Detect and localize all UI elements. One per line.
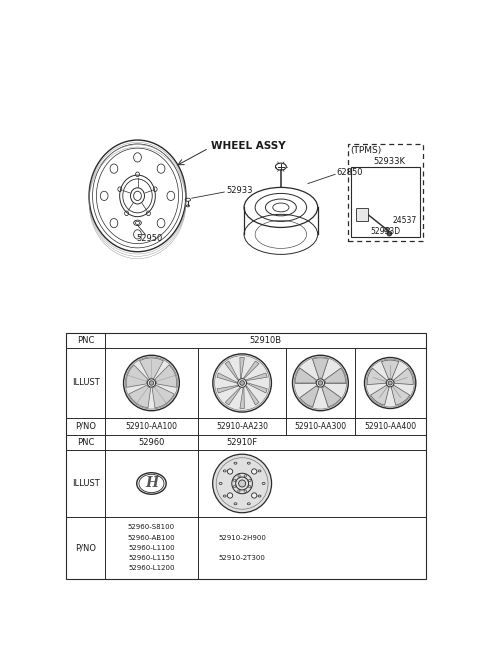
Circle shape [213, 354, 271, 412]
Text: P/NO: P/NO [75, 543, 96, 553]
Text: 52910-2H900: 52910-2H900 [218, 535, 266, 541]
Polygon shape [240, 388, 244, 409]
Text: 52960-S8100: 52960-S8100 [128, 524, 175, 530]
Polygon shape [322, 386, 341, 407]
Text: P/NO: P/NO [75, 422, 96, 430]
Text: 62850: 62850 [336, 168, 363, 177]
Polygon shape [225, 388, 240, 405]
Text: 52910-AA400: 52910-AA400 [364, 422, 416, 430]
Text: 24537: 24537 [392, 216, 417, 225]
Text: 52910-2T300: 52910-2T300 [219, 555, 265, 561]
Circle shape [240, 380, 244, 385]
Text: 52933D: 52933D [371, 227, 401, 236]
Polygon shape [243, 361, 259, 378]
Text: 52960-L1150: 52960-L1150 [128, 555, 175, 561]
Polygon shape [382, 360, 399, 379]
Text: 52910-AA300: 52910-AA300 [294, 422, 347, 430]
Polygon shape [129, 385, 151, 408]
Text: 52910B: 52910B [249, 336, 281, 345]
Polygon shape [295, 368, 316, 383]
Circle shape [364, 357, 416, 409]
Polygon shape [324, 368, 346, 383]
Text: H: H [145, 476, 158, 489]
Text: 52960-L1200: 52960-L1200 [128, 565, 175, 572]
Circle shape [252, 493, 257, 498]
Polygon shape [371, 385, 389, 405]
Circle shape [149, 381, 154, 385]
Circle shape [292, 355, 348, 411]
Polygon shape [247, 383, 267, 393]
Polygon shape [225, 361, 239, 380]
Polygon shape [240, 357, 244, 378]
Text: 52950: 52950 [136, 234, 162, 242]
Text: ILLUST: ILLUST [72, 479, 99, 488]
Circle shape [123, 355, 180, 411]
Polygon shape [217, 373, 237, 383]
Text: 52960-AB100: 52960-AB100 [128, 535, 175, 541]
Text: 52933: 52933 [227, 186, 253, 195]
Text: (TPMS): (TPMS) [350, 146, 382, 155]
Circle shape [213, 454, 272, 512]
Text: 52960-L1100: 52960-L1100 [128, 545, 175, 551]
Circle shape [239, 480, 246, 487]
Polygon shape [394, 368, 413, 384]
Polygon shape [391, 385, 410, 405]
Text: 52910-AA100: 52910-AA100 [125, 422, 178, 430]
Ellipse shape [360, 210, 365, 218]
Polygon shape [356, 208, 368, 221]
Polygon shape [367, 368, 387, 384]
Polygon shape [246, 373, 267, 380]
Polygon shape [140, 358, 163, 378]
Text: 52960: 52960 [138, 438, 165, 447]
Polygon shape [312, 358, 328, 378]
Text: 52910F: 52910F [227, 438, 258, 447]
Polygon shape [126, 365, 148, 388]
Polygon shape [155, 365, 177, 388]
Circle shape [318, 381, 323, 385]
Polygon shape [217, 386, 238, 393]
Polygon shape [246, 386, 259, 405]
Text: PNC: PNC [77, 336, 94, 345]
Circle shape [387, 231, 392, 236]
Circle shape [388, 381, 392, 385]
Circle shape [228, 493, 233, 498]
Text: 52933K: 52933K [373, 157, 406, 166]
Circle shape [252, 469, 257, 474]
Text: 52910-AA230: 52910-AA230 [216, 422, 268, 430]
Text: ILLUST: ILLUST [72, 378, 99, 388]
Text: PNC: PNC [77, 438, 94, 447]
Text: WHEEL ASSY: WHEEL ASSY [211, 141, 286, 151]
Polygon shape [300, 386, 319, 407]
Circle shape [228, 469, 233, 474]
Polygon shape [152, 385, 174, 408]
